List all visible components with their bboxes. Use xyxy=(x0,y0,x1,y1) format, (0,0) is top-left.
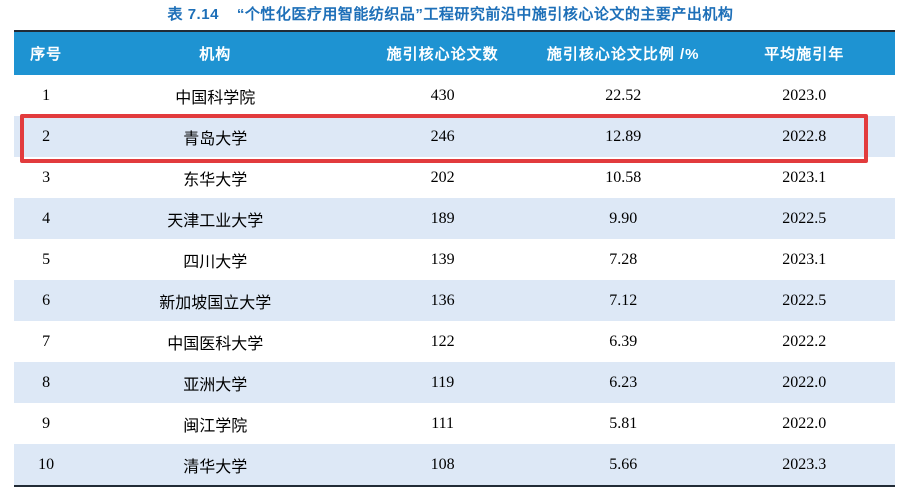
cell-institution: 中国科学院 xyxy=(175,89,256,107)
cell-paper-ratio: 22.52 xyxy=(605,86,642,104)
cell-index: 10 xyxy=(38,455,55,473)
cell-avg-year: 2022.2 xyxy=(782,332,827,350)
cell-paper-ratio: 7.12 xyxy=(609,291,638,309)
cell-avg-year: 2022.5 xyxy=(782,209,827,227)
cell-paper-count: 136 xyxy=(430,291,455,309)
cell-avg-year: 2023.0 xyxy=(782,86,827,104)
table-row: 4 天津工业大学 189 9.90 2022.5 xyxy=(14,198,895,239)
table-number-label: 表 7.14 xyxy=(167,6,219,23)
header-cell-institution: 机构 xyxy=(199,46,232,63)
cell-paper-ratio: 10.58 xyxy=(605,168,642,186)
cell-paper-ratio: 9.90 xyxy=(609,209,638,227)
cell-paper-count: 108 xyxy=(430,455,455,473)
cell-institution: 天津工业大学 xyxy=(167,212,264,230)
table-row: 10 清华大学 108 5.66 2023.3 xyxy=(14,444,895,485)
header-cell-avg-year: 平均施引年 xyxy=(764,46,845,63)
cell-avg-year: 2022.0 xyxy=(782,373,827,391)
cell-index: 6 xyxy=(42,291,51,309)
table-title: 表 7.14 “个性化医疗用智能纺织品”工程研究前沿中施引核心论文的主要产出机构 xyxy=(0,0,901,30)
cell-institution: 清华大学 xyxy=(183,458,248,476)
cell-avg-year: 2022.8 xyxy=(782,127,827,145)
table-header-row: 序号 机构 施引核心论文数 施引核心论文比例 /% 平均施引年 xyxy=(14,32,895,75)
table-row: 8 亚洲大学 119 6.23 2022.0 xyxy=(14,362,895,403)
table-row: 9 闽江学院 111 5.81 2022.0 xyxy=(14,403,895,444)
cell-paper-count: 111 xyxy=(431,414,454,432)
cell-paper-count: 202 xyxy=(430,168,455,186)
cell-avg-year: 2022.0 xyxy=(782,414,827,432)
cell-index: 7 xyxy=(42,332,51,350)
cell-institution: 新加坡国立大学 xyxy=(159,294,272,312)
cell-paper-ratio: 6.23 xyxy=(609,373,638,391)
cell-paper-count: 122 xyxy=(430,332,455,350)
cell-index: 3 xyxy=(42,168,51,186)
table-row: 3 东华大学 202 10.58 2023.1 xyxy=(14,157,895,198)
cell-paper-count: 246 xyxy=(430,127,455,145)
cell-avg-year: 2023.1 xyxy=(782,168,827,186)
table-row: 5 四川大学 139 7.28 2023.1 xyxy=(14,239,895,280)
cell-institution: 青岛大学 xyxy=(183,130,248,148)
cell-avg-year: 2023.1 xyxy=(782,250,827,268)
cell-paper-count: 189 xyxy=(430,209,455,227)
header-cell-paper-ratio: 施引核心论文比例 /% xyxy=(546,46,700,63)
cell-index: 8 xyxy=(42,373,51,391)
table-title-text: “个性化医疗用智能纺织品”工程研究前沿中施引核心论文的主要产出机构 xyxy=(236,6,734,23)
cell-avg-year: 2022.5 xyxy=(782,291,827,309)
header-cell-paper-count: 施引核心论文数 xyxy=(386,46,499,63)
cell-paper-ratio: 12.89 xyxy=(605,127,642,145)
table-row: 7 中国医科大学 122 6.39 2022.2 xyxy=(14,321,895,362)
table-row: 2 青岛大学 246 12.89 2022.8 xyxy=(14,116,895,157)
cell-paper-ratio: 5.66 xyxy=(609,455,638,473)
cell-index: 4 xyxy=(42,209,51,227)
cell-avg-year: 2023.3 xyxy=(782,455,827,473)
table-body: 1 中国科学院 430 22.52 2023.0 2 青岛大学 246 12.89 2022.8 3… xyxy=(14,75,895,485)
cell-institution: 中国医科大学 xyxy=(167,335,264,353)
cell-index: 5 xyxy=(42,250,51,268)
header-cell-index: 序号 xyxy=(30,46,63,63)
cell-paper-ratio: 7.28 xyxy=(609,250,638,268)
cell-index: 9 xyxy=(42,414,51,432)
table-row: 6 新加坡国立大学 136 7.12 2022.5 xyxy=(14,280,895,321)
cell-institution: 东华大学 xyxy=(183,171,248,189)
data-table: 序号 机构 施引核心论文数 施引核心论文比例 /% 平均施引年 1 中国科学院 43… xyxy=(14,30,895,487)
cell-institution: 四川大学 xyxy=(183,253,248,271)
table-row: 1 中国科学院 430 22.52 2023.0 xyxy=(14,75,895,116)
cell-paper-ratio: 6.39 xyxy=(609,332,638,350)
cell-paper-count: 139 xyxy=(430,250,455,268)
cell-paper-count: 430 xyxy=(430,86,455,104)
cell-index: 2 xyxy=(42,127,51,145)
cell-paper-count: 119 xyxy=(430,373,455,391)
cell-institution: 闽江学院 xyxy=(183,417,248,435)
cell-paper-ratio: 5.81 xyxy=(609,414,638,432)
cell-institution: 亚洲大学 xyxy=(183,376,248,394)
cell-index: 1 xyxy=(42,86,51,104)
